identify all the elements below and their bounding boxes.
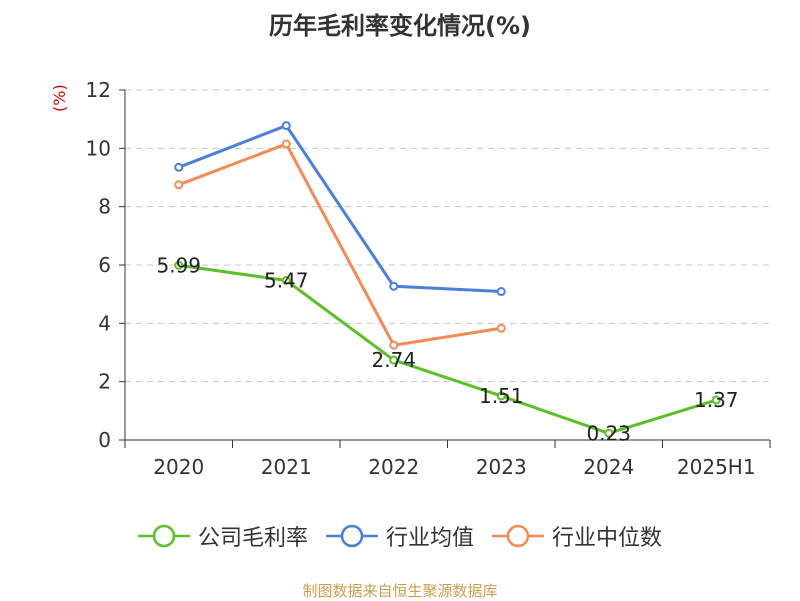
legend-swatch-graphic	[137, 524, 190, 548]
data-point	[496, 323, 506, 333]
y-tick-label: 6	[98, 253, 111, 277]
series-line	[178, 263, 717, 435]
legend-item-company[interactable]: 公司毛利率	[137, 520, 308, 552]
data-point	[389, 355, 399, 365]
x-tick-label: 2021	[261, 455, 312, 479]
x-tick-label: 2020	[153, 455, 204, 479]
data-point	[389, 340, 399, 350]
legend-label-company: 公司毛利率	[197, 526, 308, 551]
series-line	[178, 124, 502, 294]
data-point	[604, 428, 614, 438]
x-tick-label: 2025H1	[677, 455, 756, 479]
chart-title: 历年毛利率变化情况(%)	[269, 12, 531, 40]
data-label: 1.51	[479, 384, 524, 408]
y-tick-label: 12	[86, 78, 111, 102]
data-label: 1.37	[694, 388, 739, 412]
legend-swatch-industry-mean	[325, 523, 378, 549]
data-label: 0.23	[586, 421, 631, 445]
data-point	[281, 139, 291, 149]
data-label: 5.47	[264, 268, 309, 292]
data-source: 制图数据来自恒生聚源数据库	[302, 582, 498, 600]
legend-swatch-graphic	[492, 524, 544, 548]
y-tick-label: 0	[98, 428, 111, 452]
data-point	[389, 281, 399, 291]
x-tick-label: 2022	[368, 455, 419, 479]
data-point	[174, 180, 184, 190]
data-label: 2.74	[371, 348, 416, 372]
data-label: 5.99	[156, 253, 201, 277]
x-tick-label: 2023	[476, 455, 527, 479]
x-tick-label: 2024	[583, 455, 634, 479]
legend-swatch-graphic	[325, 524, 378, 548]
legend-swatch-company	[137, 523, 190, 549]
y-tick-label: 10	[86, 136, 111, 160]
series-line	[178, 142, 502, 347]
y-tick-label: 8	[98, 195, 111, 219]
data-point	[711, 395, 721, 405]
data-point	[281, 121, 291, 131]
y-tick-label: 2	[98, 370, 111, 394]
data-point	[281, 275, 291, 285]
legend-item-industry-median[interactable]: 行业中位数	[492, 520, 662, 552]
data-point	[496, 287, 506, 297]
legend-swatch-industry-median	[492, 523, 544, 549]
y-tick-label: 4	[98, 311, 111, 335]
data-point	[174, 162, 184, 172]
data-point	[174, 260, 184, 270]
legend: 公司毛利率 行业均值 行业中位数	[0, 520, 800, 552]
legend-label-industry-mean: 行业均值	[385, 526, 474, 551]
legend-label-industry-median: 行业中位数	[552, 526, 663, 551]
data-point	[496, 391, 506, 401]
legend-item-industry-mean[interactable]: 行业均值	[325, 520, 474, 552]
